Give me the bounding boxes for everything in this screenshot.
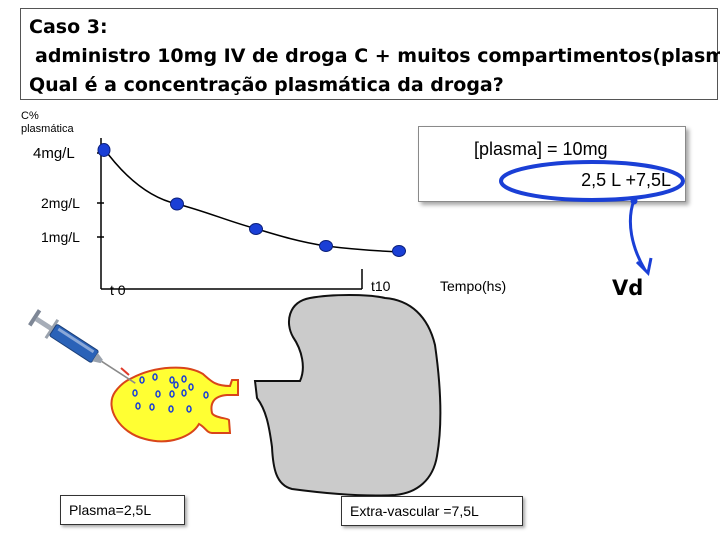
syringe-plunger-thumb	[28, 309, 42, 327]
drug-particle	[173, 381, 179, 389]
vd-label: Vd	[612, 276, 644, 300]
drug-particle	[149, 403, 155, 411]
syringe-plunger-rod	[34, 316, 53, 331]
syringe-icon	[28, 309, 136, 384]
drug-particles	[132, 373, 209, 413]
drug-particle	[169, 390, 175, 398]
drug-particle	[139, 376, 145, 384]
plasma-compartment-shape	[110, 366, 239, 443]
syringe-flange	[44, 318, 60, 340]
syringe-tip	[92, 352, 103, 364]
drug-particle	[168, 405, 174, 413]
drug-particle	[132, 389, 138, 397]
drug-particle	[188, 383, 194, 391]
extravascular-label-box: Extra-vascular =7,5L	[341, 496, 523, 526]
data-point-1	[97, 143, 111, 157]
data-point-2	[170, 197, 184, 211]
y-axis-title: C% plasmática	[21, 110, 74, 135]
drug-particle	[155, 390, 161, 398]
formula-line-1: [plasma] = 10mg	[474, 139, 608, 159]
drug-particle	[152, 373, 158, 381]
injection-tip-mark	[120, 367, 130, 376]
x-tick-t10: t10	[371, 278, 391, 294]
vd-pointer-curve	[628, 199, 647, 271]
question-title-box: Caso 3: administro 10mg IV de droga C + …	[20, 8, 720, 100]
case-question: Qual é a concentração plasmática da drog…	[29, 74, 504, 96]
y-tick-1mg: 1mg/L	[41, 229, 80, 245]
syringe-barrel	[49, 324, 99, 363]
denominator-highlight-ellipse	[499, 160, 685, 202]
extravascular-compartment-shape	[253, 294, 442, 497]
y-tick-4mg: 4mg/L	[33, 145, 75, 162]
x-axis-label: Tempo(hs)	[440, 278, 507, 294]
vd-pointer-dot	[630, 197, 638, 205]
case-statement: administro 10mg IV de droga C + muitos c…	[35, 45, 720, 67]
x-tick-t0: t 0	[110, 282, 126, 298]
y-tick-2mg: 2mg/L	[41, 195, 80, 211]
case-heading: Caso 3:	[29, 16, 108, 38]
syringe-needle	[101, 360, 136, 384]
drug-particle	[186, 405, 192, 413]
data-point-4	[319, 240, 333, 252]
formula-line-2: 2,5 L +7,5L	[581, 170, 671, 190]
drug-particle	[203, 391, 209, 399]
plasma-label-box: Plasma=2,5L	[60, 495, 185, 525]
data-point-5	[392, 245, 406, 257]
drug-particle	[181, 389, 187, 397]
drug-particle	[181, 375, 187, 383]
syringe-barrel-highlight	[57, 327, 95, 354]
drug-particle	[135, 402, 141, 410]
decay-curve	[101, 145, 401, 253]
drug-particle	[169, 376, 175, 384]
vd-pointer-arrowhead	[635, 257, 653, 277]
data-point-3	[249, 223, 263, 235]
